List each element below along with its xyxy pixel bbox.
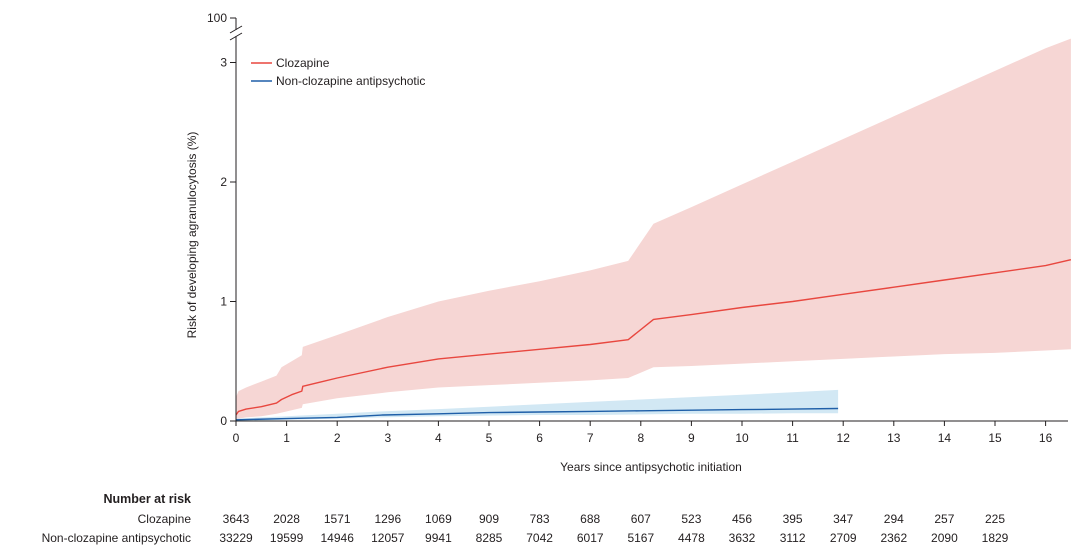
risk-value-non-clozapine: 2709 — [830, 531, 857, 545]
risk-value-clozapine: 347 — [833, 512, 853, 526]
risk-value-non-clozapine: 1829 — [982, 531, 1009, 545]
x-tick-label-11: 11 — [786, 431, 799, 445]
x-tick-label-3: 3 — [384, 431, 391, 445]
series-line-non-clozapine — [235, 407, 839, 421]
legend-label-clozapine: Clozapine — [276, 56, 330, 70]
x-tick-label-5: 5 — [486, 431, 493, 445]
legend: Clozapine Non-clozapine antipsychotic — [251, 56, 425, 88]
x-tick-label-12: 12 — [837, 431, 851, 445]
risk-value-non-clozapine: 6017 — [577, 531, 604, 545]
risk-value-non-clozapine: 5167 — [627, 531, 654, 545]
legend-label-non-clozapine: Non-clozapine antipsychotic — [276, 74, 425, 88]
risk-value-non-clozapine: 8285 — [476, 531, 503, 545]
risk-value-non-clozapine: 33229 — [219, 531, 253, 545]
x-tick-label-8: 8 — [637, 431, 644, 445]
risk-value-clozapine: 456 — [732, 512, 752, 526]
risk-value-clozapine: 395 — [783, 512, 803, 526]
number-at-risk-table: Number at risk Clozapine Non-clozapine a… — [42, 492, 1009, 545]
ci-band-clozapine — [236, 38, 1071, 421]
risk-value-clozapine: 909 — [479, 512, 499, 526]
y-tick-label-1: 1 — [220, 295, 227, 309]
y-axis-break-mark-lower — [229, 32, 243, 41]
risk-value-non-clozapine: 2362 — [880, 531, 907, 545]
y-tick-label-0: 0 — [220, 414, 227, 428]
risk-value-clozapine: 294 — [884, 512, 904, 526]
x-tick-label-9: 9 — [688, 431, 695, 445]
risk-value-non-clozapine: 2090 — [931, 531, 958, 545]
risk-value-clozapine: 783 — [530, 512, 550, 526]
risk-value-non-clozapine: 7042 — [526, 531, 553, 545]
x-tick-label-10: 10 — [735, 431, 749, 445]
risk-value-clozapine: 1296 — [374, 512, 401, 526]
risk-value-clozapine: 2028 — [273, 512, 300, 526]
risk-value-non-clozapine: 19599 — [270, 531, 304, 545]
y-tick-label-3: 3 — [220, 56, 227, 70]
x-tick-label-0: 0 — [233, 431, 240, 445]
x-tick-label-6: 6 — [536, 431, 543, 445]
risk-value-clozapine: 225 — [985, 512, 1005, 526]
risk-value-clozapine: 607 — [631, 512, 651, 526]
confidence-bands — [236, 38, 1071, 421]
risk-row-label-non-clozapine: Non-clozapine antipsychotic — [42, 531, 191, 545]
series-lines — [235, 259, 1072, 421]
risk-table-title: Number at risk — [103, 492, 191, 506]
risk-value-non-clozapine: 12057 — [371, 531, 405, 545]
risk-value-clozapine: 3643 — [223, 512, 250, 526]
risk-value-clozapine: 1571 — [324, 512, 351, 526]
risk-value-clozapine: 688 — [580, 512, 600, 526]
x-tick-label-7: 7 — [587, 431, 594, 445]
risk-value-non-clozapine: 3632 — [729, 531, 756, 545]
risk-value-non-clozapine: 3112 — [780, 531, 806, 545]
x-tick-label-4: 4 — [435, 431, 442, 445]
risk-value-non-clozapine: 4478 — [678, 531, 705, 545]
risk-row-label-clozapine: Clozapine — [138, 512, 192, 526]
risk-value-non-clozapine: 9941 — [425, 531, 452, 545]
x-tick-label-1: 1 — [283, 431, 290, 445]
y-tick-label-break: 100 — [207, 11, 227, 25]
risk-value-clozapine: 257 — [934, 512, 954, 526]
x-axis-title: Years since antipsychotic initiation — [560, 460, 742, 474]
x-tick-label-2: 2 — [334, 431, 341, 445]
x-tick-label-14: 14 — [938, 431, 952, 445]
ci-band-non-clozapine — [236, 389, 839, 421]
risk-value-non-clozapine: 14946 — [321, 531, 355, 545]
risk-value-clozapine: 1069 — [425, 512, 452, 526]
y-tick-label-2: 2 — [220, 175, 227, 189]
y-axis-title: Risk of developing agranulocytosis (%) — [185, 132, 199, 339]
y-axis-break-mark-upper — [229, 25, 243, 34]
x-tick-label-13: 13 — [887, 431, 901, 445]
risk-value-clozapine: 523 — [681, 512, 701, 526]
x-tick-label-15: 15 — [988, 431, 1002, 445]
series-line-clozapine — [235, 259, 1072, 416]
x-tick-label-16: 16 — [1039, 431, 1053, 445]
